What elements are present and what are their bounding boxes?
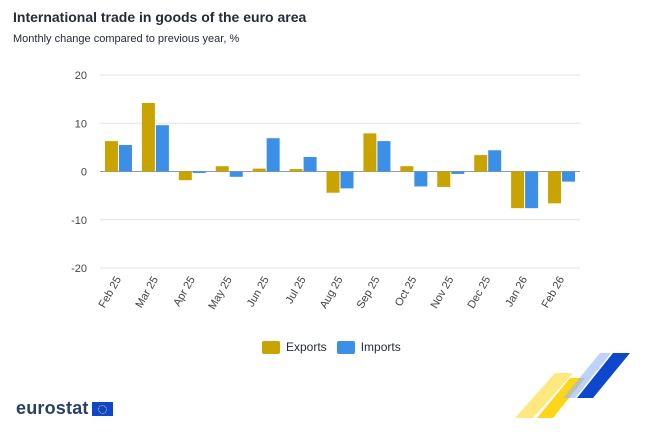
legend-item-imports[interactable]: Imports [336,340,401,354]
bar-exports-feb-25[interactable] [104,141,118,172]
chart-legend: Exports Imports [262,340,411,354]
x-tick-label: Nov 25 [429,275,457,311]
x-tick-label: Jan 26 [503,275,530,310]
brand-stripe-blue-light [563,353,611,398]
eu-flag-icon [91,401,113,416]
legend-swatch-imports [336,340,355,354]
bar-exports-dec-25[interactable] [474,155,488,172]
bar-imports-oct-25[interactable] [414,171,428,187]
x-axis-ticks: Feb 25 Mar 25 Apr 25 May 25 Jun 25 Jul 25 Aug … [97,275,568,312]
bar-exports-mar-25[interactable] [141,102,155,172]
legend-label-imports: Imports [360,340,401,354]
bar-imports-may-25[interactable] [229,171,243,177]
bar-exports-feb-26[interactable] [548,171,562,204]
x-tick-label: Dec 25 [465,275,493,311]
y-tick-label: 10 [75,118,87,130]
y-tick-label: -10 [71,215,87,227]
brand-stripe-yellow [515,373,573,418]
bar-imports-jun-25[interactable] [266,138,280,172]
x-tick-label: Oct 25 [393,275,420,309]
bar-imports-feb-26[interactable] [562,171,576,182]
y-tick-label: 0 [81,167,87,179]
x-tick-label: Feb 25 [97,275,125,311]
bar-imports-mar-25[interactable] [155,125,169,172]
y-axis-ticks: 20 10 0 -10 -20 [71,70,87,275]
chart-gridlines [100,74,580,269]
bar-exports-jul-25[interactable] [289,169,303,172]
bar-imports-sep-25[interactable] [377,141,391,172]
bar-exports-sep-25[interactable] [363,133,377,172]
bar-exports-jun-25[interactable] [252,168,266,172]
bar-exports-nov-25[interactable] [437,171,451,187]
bar-imports-aug-25[interactable] [340,171,354,189]
bar-imports-apr-25[interactable] [192,171,206,173]
chart-bars [104,102,576,209]
legend-item-exports[interactable]: Exports [262,340,327,354]
brand-stripes-decoration [515,353,630,418]
bar-imports-jul-25[interactable] [303,157,317,172]
x-tick-label: Jul 25 [284,275,309,306]
bar-imports-feb-25[interactable] [118,144,132,172]
brand-stripe-blue [577,353,630,398]
bar-imports-dec-25[interactable] [488,150,502,172]
y-tick-label: -20 [71,263,87,275]
bar-imports-jan-26[interactable] [525,171,539,209]
legend-label-exports: Exports [286,340,327,354]
bar-imports-nov-25[interactable] [451,171,465,174]
x-tick-label: Feb 26 [540,275,568,311]
bar-exports-oct-25[interactable] [400,166,414,172]
bar-chart: 20 10 0 -10 -20 Feb 25 Mar 25 Apr 25 May 25 Jun … [71,70,580,312]
bar-exports-aug-25[interactable] [326,171,340,193]
x-tick-label: Aug 25 [318,275,346,311]
bar-exports-may-25[interactable] [215,166,229,172]
legend-swatch-exports [262,340,280,354]
x-tick-label: Mar 25 [133,275,161,311]
x-tick-label: Apr 25 [171,275,198,309]
chart-subtitle: Monthly change compared to previous year… [13,33,240,45]
bar-exports-apr-25[interactable] [178,171,192,181]
x-tick-label: Jun 25 [245,275,272,310]
bar-exports-jan-26[interactable] [511,171,525,209]
eurostat-logo-text: eurostat [16,398,89,418]
x-tick-label: May 25 [206,275,234,312]
chart-title: International trade in goods of the euro… [13,9,307,25]
eurostat-logo: eurostat [16,398,113,419]
y-tick-label: 20 [75,70,87,82]
x-tick-label: Sep 25 [355,275,383,311]
